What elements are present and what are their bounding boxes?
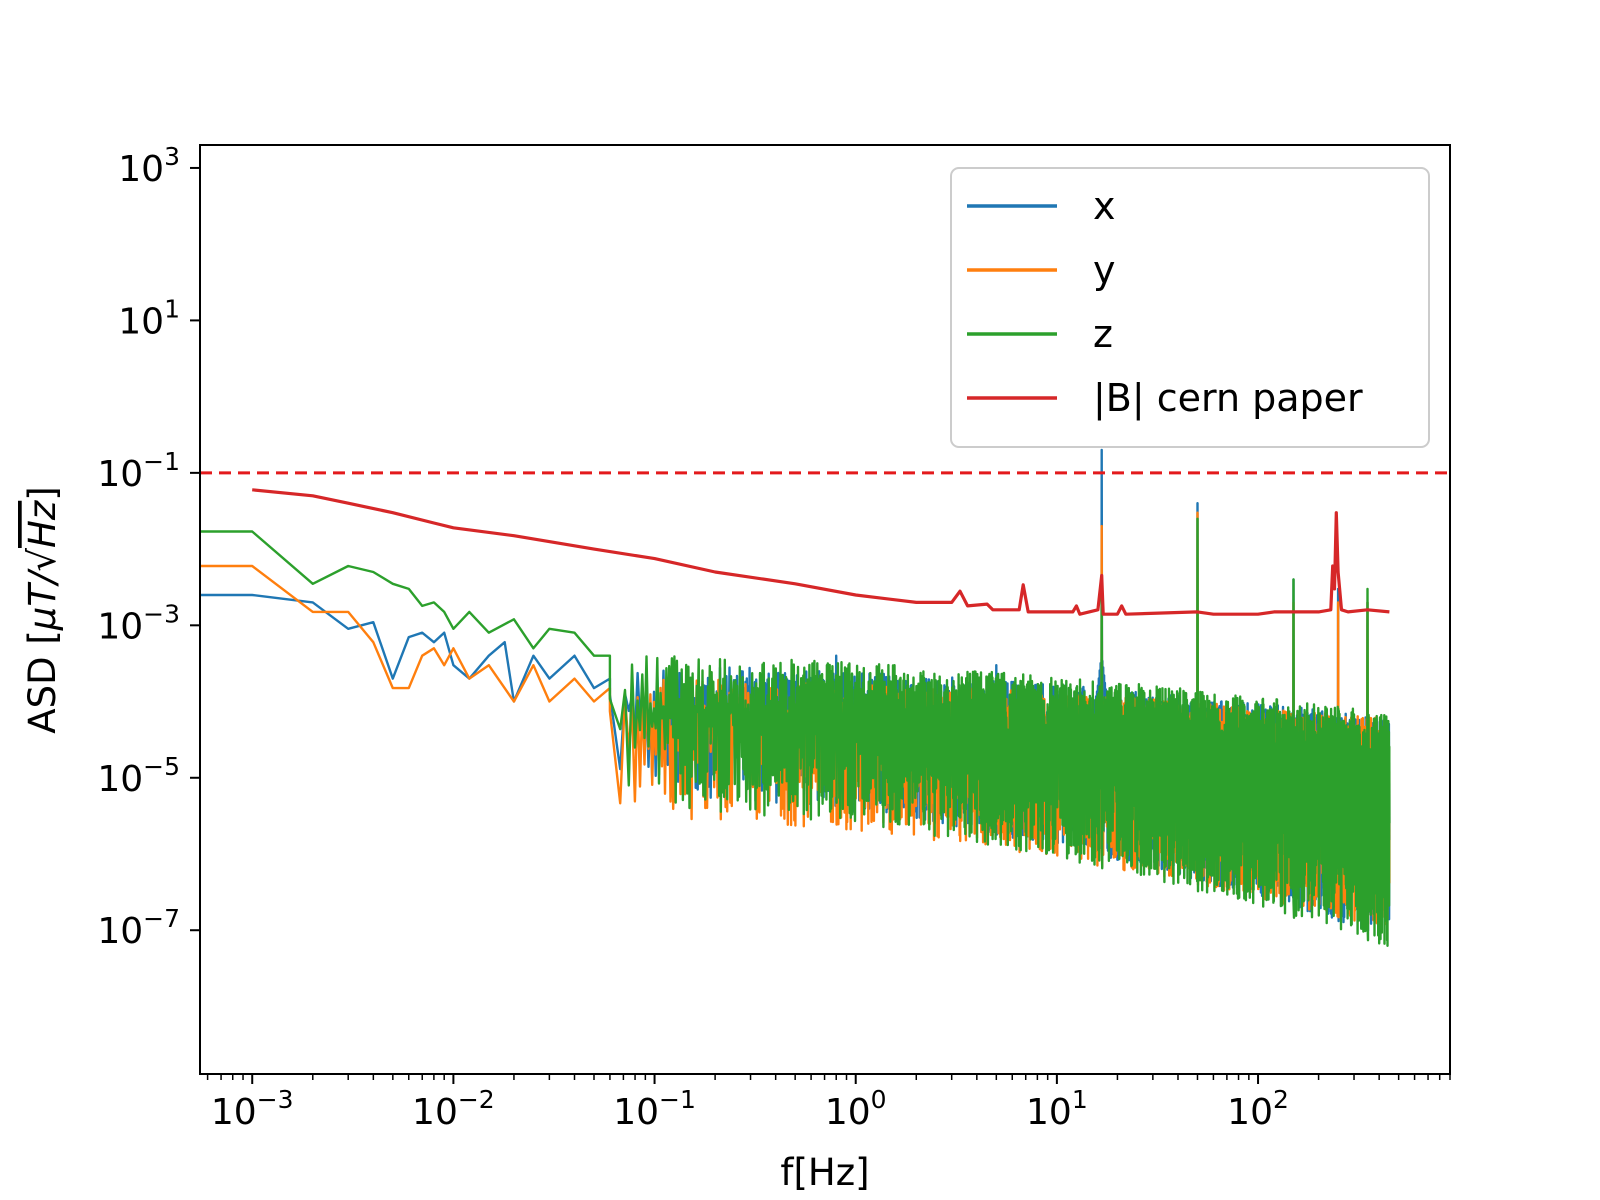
x-tick-label: 100 — [825, 1085, 887, 1133]
y-label-sqrt: √ — [21, 548, 64, 572]
y-tick-label: 10−7 — [97, 904, 180, 952]
x-tick-label: 102 — [1227, 1085, 1289, 1133]
y-axis-label: ASD [μT/√Hz] — [21, 486, 64, 733]
legend-label-3: z — [1093, 312, 1113, 356]
x-tick-label: 10−1 — [613, 1085, 696, 1133]
legend-label-2: y — [1093, 248, 1116, 292]
legend-label-4: |B| cern paper — [1093, 376, 1363, 421]
legend-box — [950, 167, 1430, 448]
x-axis-label: f[Hz] — [780, 1151, 869, 1194]
svg-text:ASD [μT/√Hz]: ASD [μT/√Hz] — [21, 486, 64, 733]
y-tick-label: 103 — [118, 142, 180, 190]
y-label-unit: T/ — [21, 568, 64, 607]
series-layer — [200, 448, 1391, 947]
y-label-mu: μ — [21, 607, 64, 632]
x-tick-label: 10−3 — [211, 1085, 294, 1133]
y-label-prefix: ASD [ — [21, 630, 64, 733]
series-line-3 — [200, 517, 1391, 947]
y-tick-label: 101 — [118, 294, 180, 342]
y-tick-label: 10−3 — [97, 599, 180, 647]
y-tick-label: 10−5 — [97, 752, 180, 800]
x-tick-label: 101 — [1026, 1085, 1088, 1133]
legend-label-1: x — [1093, 184, 1116, 228]
x-tick-label: 10−2 — [412, 1085, 495, 1133]
legend: xyz |B| cern paper — [950, 167, 1430, 448]
y-label-radicand: Hz — [21, 499, 64, 548]
y-label-suffix: ] — [21, 486, 64, 500]
series-line-4 — [252, 488, 1390, 616]
y-axis: 103 101 10−1 10−3 10−5 10−7 — [97, 142, 200, 952]
x-axis: 10−3 10−2 10−1 100 101 102 — [206, 1074, 1451, 1133]
y-tick-label: 10−1 — [97, 447, 180, 495]
